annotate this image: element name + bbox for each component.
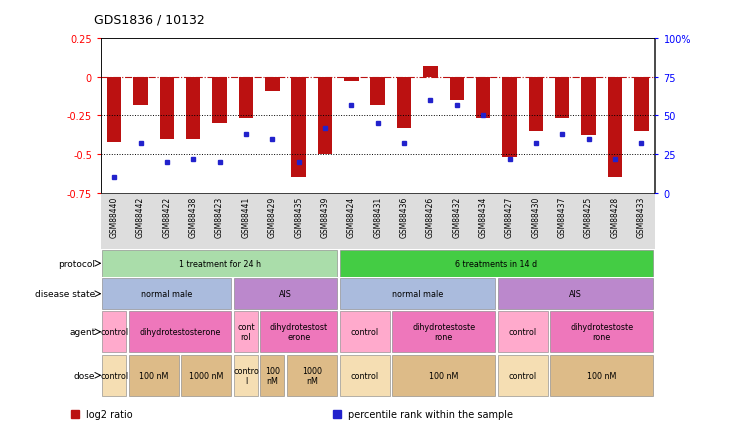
Bar: [497, 355, 548, 396]
Bar: [286, 355, 337, 396]
Text: dihydrotestoste
rone: dihydrotestoste rone: [412, 323, 475, 341]
Bar: [370, 78, 385, 105]
Text: GSM88422: GSM88422: [162, 196, 171, 237]
Text: 100 nM: 100 nM: [587, 371, 616, 380]
Text: percentile rank within the sample: percentile rank within the sample: [348, 410, 513, 419]
Text: 100 nM: 100 nM: [139, 371, 168, 380]
Bar: [397, 78, 411, 128]
Bar: [340, 355, 390, 396]
Bar: [423, 67, 438, 78]
Bar: [107, 78, 121, 142]
Text: agent: agent: [70, 328, 96, 336]
Text: GSM88436: GSM88436: [399, 196, 408, 237]
Text: GSM88431: GSM88431: [373, 196, 382, 237]
Bar: [129, 312, 231, 352]
Text: GSM88433: GSM88433: [637, 196, 646, 237]
Bar: [551, 312, 653, 352]
Text: normal male: normal male: [141, 289, 192, 299]
Bar: [234, 279, 337, 309]
Bar: [340, 312, 390, 352]
Text: control: control: [351, 328, 378, 336]
Bar: [392, 355, 495, 396]
Bar: [159, 78, 174, 139]
Text: log2 ratio: log2 ratio: [86, 410, 132, 419]
Text: GSM88439: GSM88439: [321, 196, 330, 237]
Bar: [234, 355, 258, 396]
Text: 1 treatment for 24 h: 1 treatment for 24 h: [179, 259, 260, 268]
Text: GSM88427: GSM88427: [505, 196, 514, 237]
Bar: [102, 250, 337, 277]
Text: GSM88437: GSM88437: [558, 196, 567, 237]
Text: AIS: AIS: [279, 289, 292, 299]
Text: cont
rol: cont rol: [237, 323, 255, 341]
Text: 100
nM: 100 nM: [265, 366, 280, 385]
Bar: [181, 355, 231, 396]
Text: disease state: disease state: [35, 289, 96, 299]
Bar: [340, 250, 653, 277]
Text: GSM88438: GSM88438: [188, 196, 197, 237]
Bar: [607, 78, 622, 178]
Bar: [450, 78, 464, 101]
Bar: [529, 78, 543, 132]
Text: dihydrotestosterone: dihydrotestosterone: [139, 328, 221, 336]
Text: 6 treatments in 14 d: 6 treatments in 14 d: [456, 259, 537, 268]
Bar: [260, 312, 337, 352]
Bar: [551, 355, 653, 396]
Text: 1000 nM: 1000 nM: [189, 371, 224, 380]
Text: GSM88423: GSM88423: [215, 196, 224, 237]
Bar: [344, 78, 358, 82]
Bar: [502, 78, 517, 158]
Bar: [234, 312, 258, 352]
Bar: [186, 78, 200, 139]
Text: GSM88435: GSM88435: [294, 196, 303, 237]
Text: GSM88430: GSM88430: [531, 196, 540, 237]
Text: control: control: [351, 371, 378, 380]
Bar: [239, 78, 253, 119]
Text: GSM88442: GSM88442: [136, 196, 145, 237]
Bar: [133, 78, 148, 105]
Text: control: control: [100, 328, 128, 336]
Text: GSM88429: GSM88429: [268, 196, 277, 237]
Text: GSM88441: GSM88441: [242, 196, 251, 237]
Bar: [476, 78, 491, 119]
Text: control: control: [509, 371, 537, 380]
Text: GSM88434: GSM88434: [479, 196, 488, 237]
Bar: [555, 78, 569, 119]
Text: dihydrotestoste
rone: dihydrotestoste rone: [570, 323, 634, 341]
Text: AIS: AIS: [569, 289, 582, 299]
Text: 1000
nM: 1000 nM: [302, 366, 322, 385]
Bar: [129, 355, 179, 396]
Bar: [497, 279, 653, 309]
Text: dihydrotestost
erone: dihydrotestost erone: [269, 323, 328, 341]
Text: control: control: [509, 328, 537, 336]
Bar: [634, 78, 649, 132]
Text: control: control: [100, 371, 128, 380]
Text: contro
l: contro l: [233, 366, 259, 385]
Bar: [318, 78, 332, 155]
Text: dose: dose: [74, 371, 96, 380]
Text: GDS1836 / 10132: GDS1836 / 10132: [94, 13, 204, 26]
Text: normal male: normal male: [392, 289, 443, 299]
Bar: [581, 78, 596, 136]
Bar: [292, 78, 306, 178]
Text: 100 nM: 100 nM: [429, 371, 459, 380]
Bar: [340, 279, 495, 309]
Bar: [212, 78, 227, 124]
Text: GSM88440: GSM88440: [110, 196, 119, 237]
Text: protocol: protocol: [58, 259, 96, 268]
Bar: [497, 312, 548, 352]
Bar: [260, 355, 284, 396]
Text: GSM88425: GSM88425: [584, 196, 593, 237]
Text: GSM88428: GSM88428: [610, 196, 619, 237]
Bar: [265, 78, 280, 92]
Text: GSM88432: GSM88432: [453, 196, 462, 237]
Bar: [102, 279, 231, 309]
Text: GSM88426: GSM88426: [426, 196, 435, 237]
Bar: [392, 312, 495, 352]
Bar: [102, 312, 126, 352]
Text: GSM88424: GSM88424: [347, 196, 356, 237]
Bar: [102, 355, 126, 396]
